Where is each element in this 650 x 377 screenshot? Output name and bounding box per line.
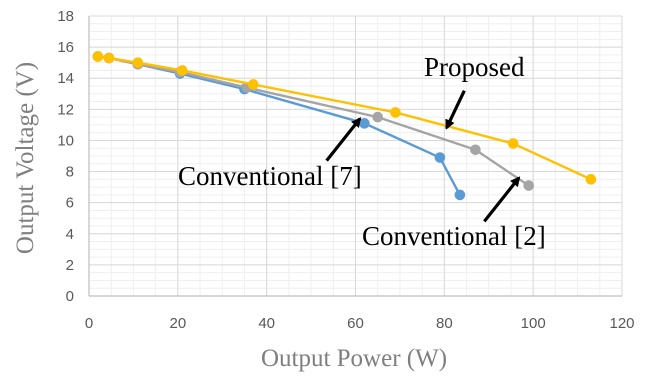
x-tick-label: 80 — [436, 315, 453, 332]
annotation-arrow — [445, 89, 466, 130]
series-point — [359, 118, 370, 129]
annotation-label: Conventional [7] — [178, 161, 362, 191]
y-tick-label: 2 — [66, 257, 74, 274]
y-tick-label: 0 — [66, 288, 74, 305]
series-point — [132, 57, 144, 68]
x-tick-label: 20 — [169, 315, 186, 332]
series-point — [372, 111, 384, 123]
series-point — [434, 152, 446, 163]
plot-area — [88, 15, 623, 297]
y-tick-label: 8 — [66, 164, 74, 181]
annotation-arrow — [325, 117, 362, 162]
series-point — [92, 51, 104, 62]
x-tick-label: 60 — [347, 315, 364, 332]
annotation-arrow — [483, 176, 521, 223]
y-tick-label: 10 — [57, 132, 74, 149]
y-tick-label: 16 — [57, 39, 74, 56]
series-point — [390, 107, 401, 118]
series-point — [470, 144, 481, 156]
series-point — [507, 138, 519, 149]
y-tick-label: 4 — [66, 226, 74, 243]
y-axis-title: Output Voltage (V) — [12, 62, 39, 254]
x-tick-label: 40 — [258, 315, 275, 332]
x-tick-label: 0 — [85, 315, 93, 332]
annotation-label: Conventional [2] — [362, 221, 546, 251]
y-tick-label: 14 — [57, 70, 74, 87]
y-tick-label: 6 — [66, 195, 74, 212]
series-point — [523, 180, 535, 191]
y-tick-label: 12 — [57, 101, 74, 118]
series-point — [585, 174, 597, 185]
x-axis-title: Output Power (W) — [261, 345, 447, 372]
y-tick-label: 18 — [57, 8, 74, 25]
x-tick-label: 120 — [609, 315, 634, 332]
series-point — [176, 65, 188, 76]
x-tick-label: 100 — [521, 315, 546, 332]
series-point — [454, 189, 466, 201]
series-point — [103, 52, 115, 64]
series-group — [92, 51, 597, 185]
series-point — [248, 79, 259, 90]
annotation-label: Proposed — [424, 52, 525, 82]
